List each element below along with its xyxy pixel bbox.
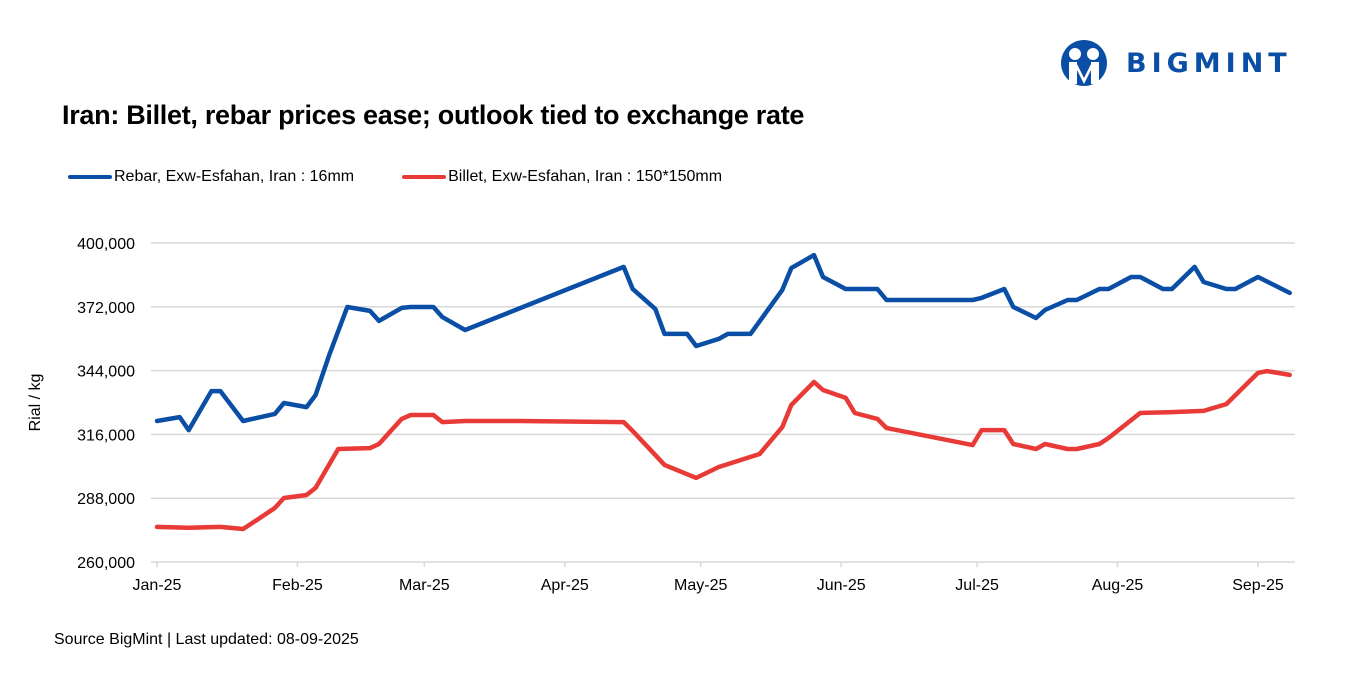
series-line-rebar[interactable] [154,252,1292,433]
chart-title: Iran: Billet, rebar prices ease; outlook… [62,100,805,130]
bigmint-logo-icon [1061,40,1107,86]
y-tick-label: 400,000 [77,236,135,253]
brand-name: BIGMINT [1126,47,1292,79]
y-tick-label: 344,000 [77,364,135,381]
y-tick-label: 372,000 [77,300,135,317]
y-tick-label: 316,000 [77,427,135,444]
x-tick-label: Apr-25 [541,577,589,594]
x-tick-label: Aug-25 [1092,577,1144,594]
source-note: Source BigMint | Last updated: 08-09-202… [54,631,359,648]
legend-label-billet: Billet, Exw-Esfahan, Iran : 150*150mm [448,168,723,185]
x-tick-label: Sep-25 [1232,577,1284,594]
x-axis: Jan-25 Feb-25 Mar-25 Apr-25 May-25 Jun-25 Jul-… [133,561,1295,594]
gridlines [151,242,1295,499]
y-axis-title: Rial / kg [27,374,44,432]
series-lines [154,252,1292,532]
legend-swatch-billet [402,175,447,179]
x-tick-label: Feb-25 [272,577,323,594]
series-line-billet[interactable] [154,368,1292,532]
x-tick-label: Jul-25 [955,577,999,594]
x-tick-label: Mar-25 [399,577,450,594]
legend-swatch-rebar [68,175,112,179]
x-tick-label: Jan-25 [133,577,182,594]
y-tick-label: 288,000 [77,491,135,508]
legend-item-billet[interactable]: Billet, Exw-Esfahan, Iran : 150*150mm [402,168,722,186]
legend-label-rebar: Rebar, Exw-Esfahan, Iran : 16mm [114,168,355,185]
y-tick-label: 260,000 [77,555,135,572]
x-tick-label: Jun-25 [817,577,866,594]
bigmint-logo: BIGMINT [1060,40,1292,86]
legend-item-rebar[interactable]: Rebar, Exw-Esfahan, Iran : 16mm [68,168,354,186]
legend: Rebar, Exw-Esfahan, Iran : 16mm Billet, … [68,168,770,186]
x-tick-label: May-25 [674,577,727,594]
y-axis: 260,000 288,000 316,000 344,000 372,000 400,0… [77,236,135,572]
